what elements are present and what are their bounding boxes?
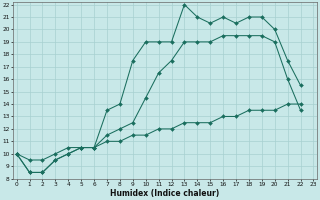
X-axis label: Humidex (Indice chaleur): Humidex (Indice chaleur) — [110, 189, 220, 198]
